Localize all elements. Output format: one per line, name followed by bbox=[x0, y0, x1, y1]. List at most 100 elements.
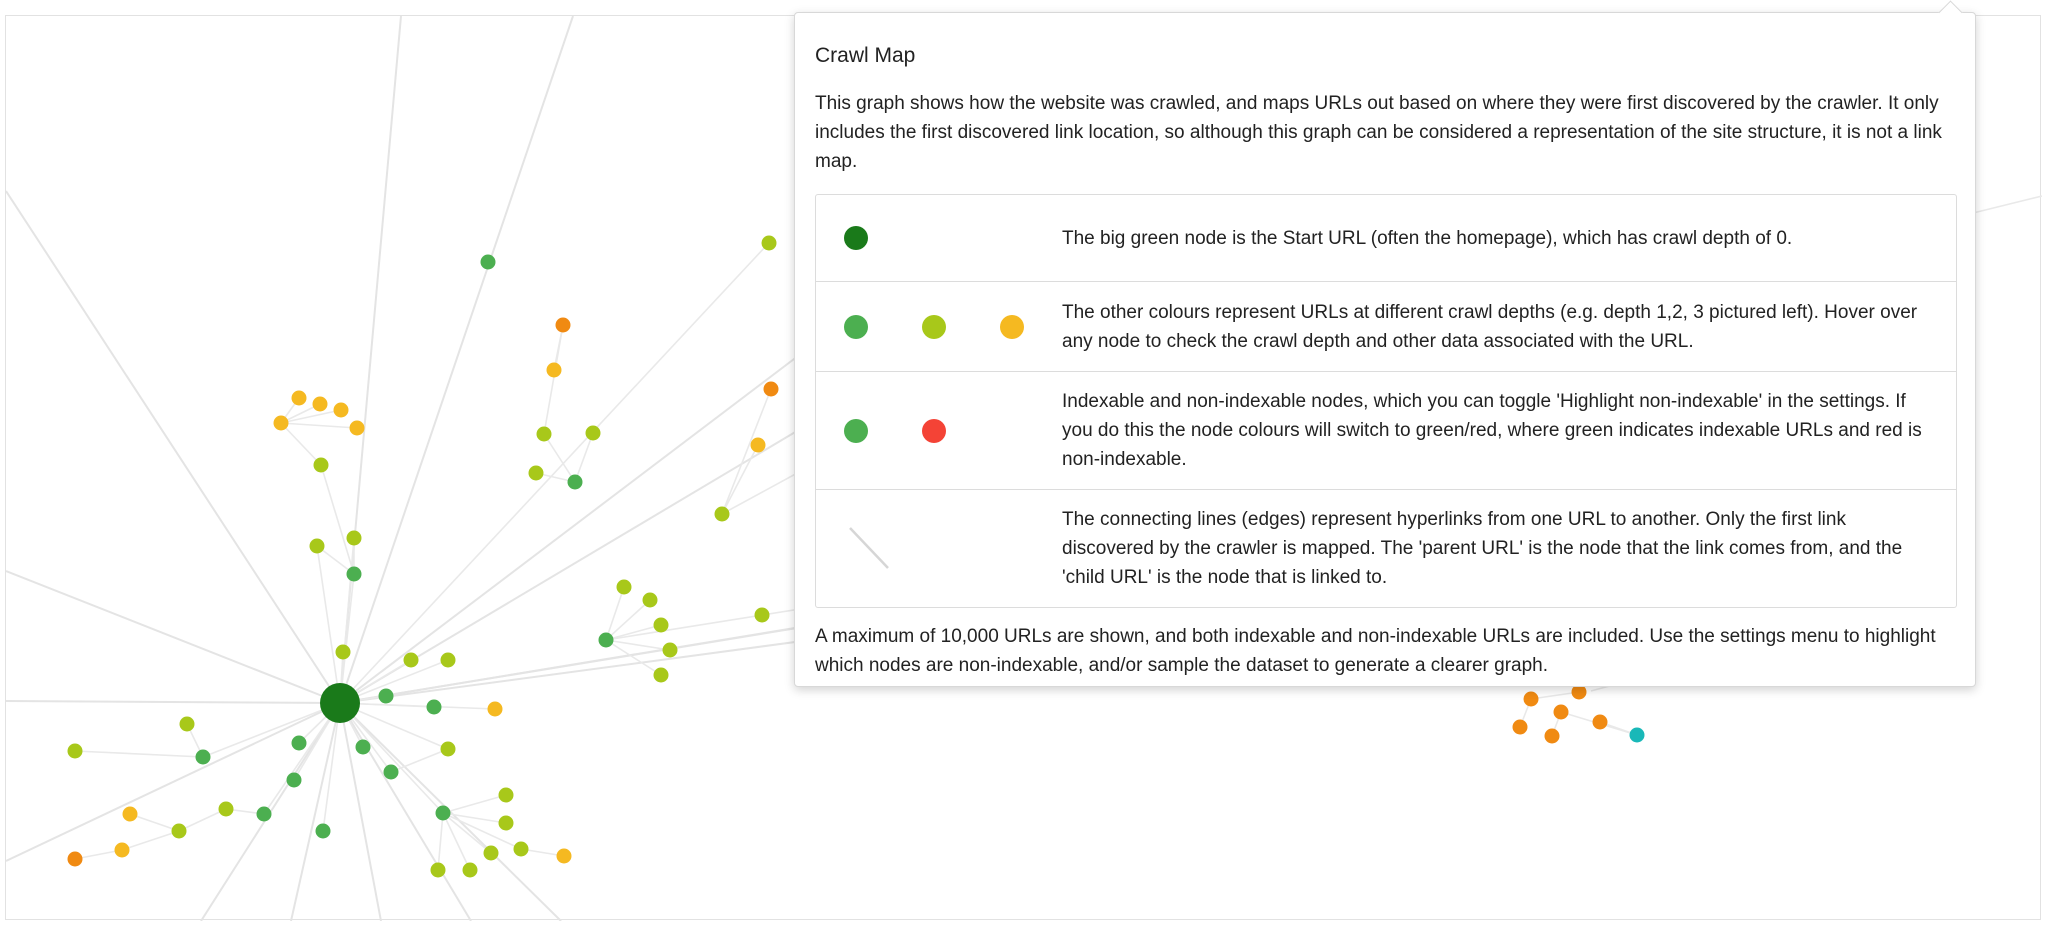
graph-svg[interactable] bbox=[6, 16, 2042, 921]
graph-edge bbox=[6, 570, 341, 704]
url-node[interactable] bbox=[761, 235, 777, 251]
url-node[interactable] bbox=[616, 579, 632, 595]
url-node[interactable] bbox=[383, 764, 399, 780]
depth-2-swatch-icon bbox=[922, 314, 946, 339]
graph-edge bbox=[339, 702, 444, 814]
graph-edge bbox=[6, 190, 341, 704]
graph-edge bbox=[1530, 691, 1580, 700]
start-url-node[interactable] bbox=[320, 683, 360, 723]
url-node[interactable] bbox=[179, 716, 195, 732]
url-node[interactable] bbox=[435, 805, 451, 821]
graph-edge bbox=[390, 748, 449, 773]
url-node[interactable] bbox=[403, 652, 419, 668]
url-node[interactable] bbox=[662, 642, 678, 658]
url-node[interactable] bbox=[642, 592, 658, 608]
url-node[interactable] bbox=[1544, 728, 1560, 744]
graph-edge bbox=[442, 794, 507, 814]
url-node[interactable] bbox=[754, 607, 770, 623]
url-node[interactable] bbox=[556, 848, 572, 864]
graph-edge bbox=[605, 639, 671, 651]
url-node[interactable] bbox=[462, 862, 478, 878]
url-node[interactable] bbox=[171, 823, 187, 839]
graph-nodes[interactable] bbox=[67, 235, 1645, 878]
url-node[interactable] bbox=[286, 772, 302, 788]
legend-text: The other colours represent URLs at diff… bbox=[1062, 301, 1918, 352]
url-node[interactable] bbox=[114, 842, 130, 858]
url-node[interactable] bbox=[315, 823, 331, 839]
url-node[interactable] bbox=[67, 851, 83, 867]
graph-edge bbox=[721, 470, 802, 515]
graph-edge bbox=[339, 245, 767, 704]
url-node[interactable] bbox=[1523, 691, 1539, 707]
url-node[interactable] bbox=[528, 465, 544, 481]
url-node[interactable] bbox=[291, 735, 307, 751]
url-node[interactable] bbox=[273, 415, 289, 431]
url-node[interactable] bbox=[1592, 714, 1608, 730]
url-node[interactable] bbox=[67, 743, 83, 759]
url-node[interactable] bbox=[555, 317, 571, 333]
graph-edge bbox=[6, 700, 341, 704]
url-node[interactable] bbox=[426, 699, 442, 715]
popover-title: Crawl Map bbox=[815, 44, 916, 67]
url-node[interactable] bbox=[440, 741, 456, 757]
url-node[interactable] bbox=[763, 381, 779, 397]
url-node[interactable] bbox=[714, 506, 730, 522]
legend-swatches bbox=[816, 226, 1062, 250]
legend-table: The big green node is the Start URL (oft… bbox=[815, 194, 1957, 608]
url-node[interactable] bbox=[483, 845, 499, 861]
url-node[interactable] bbox=[291, 390, 307, 406]
legend-swatches bbox=[816, 418, 1062, 443]
legend-swatches bbox=[816, 524, 1062, 574]
url-node[interactable] bbox=[1571, 684, 1587, 700]
url-node[interactable] bbox=[309, 538, 325, 554]
url-node[interactable] bbox=[750, 437, 766, 453]
url-node[interactable] bbox=[346, 530, 362, 546]
url-node[interactable] bbox=[355, 739, 371, 755]
url-node[interactable] bbox=[256, 806, 272, 822]
url-node[interactable] bbox=[480, 254, 496, 270]
url-node[interactable] bbox=[195, 749, 211, 765]
url-node[interactable] bbox=[440, 652, 456, 668]
graph-edge bbox=[322, 702, 341, 832]
graph-edge bbox=[280, 422, 358, 429]
graph-edge bbox=[6, 702, 341, 862]
url-node[interactable] bbox=[335, 644, 351, 660]
graph-edge bbox=[129, 813, 180, 832]
url-node[interactable] bbox=[1512, 719, 1528, 735]
url-node[interactable] bbox=[598, 632, 614, 648]
url-node[interactable] bbox=[349, 420, 365, 436]
popover-intro: This graph shows how the website was cra… bbox=[815, 93, 1942, 172]
url-node[interactable] bbox=[585, 425, 601, 441]
url-node[interactable] bbox=[498, 815, 514, 831]
url-node[interactable] bbox=[653, 617, 669, 633]
url-node[interactable] bbox=[653, 667, 669, 683]
url-node[interactable] bbox=[546, 362, 562, 378]
graph-edge bbox=[316, 545, 355, 575]
url-node[interactable] bbox=[312, 396, 328, 412]
url-node[interactable] bbox=[498, 787, 514, 803]
url-node[interactable] bbox=[1553, 704, 1569, 720]
url-node[interactable] bbox=[487, 701, 503, 717]
depth-3-swatch-icon bbox=[1000, 314, 1024, 339]
url-node[interactable] bbox=[513, 841, 529, 857]
url-node[interactable] bbox=[567, 474, 583, 490]
graph-edge bbox=[290, 702, 341, 921]
graph-edge bbox=[339, 702, 382, 921]
url-node[interactable] bbox=[1629, 727, 1645, 743]
graph-edge bbox=[721, 444, 759, 515]
url-node[interactable] bbox=[218, 801, 234, 817]
url-node[interactable] bbox=[430, 862, 446, 878]
start-node-swatch-icon bbox=[844, 226, 868, 250]
url-node[interactable] bbox=[333, 402, 349, 418]
graph-edge bbox=[339, 330, 832, 704]
url-node[interactable] bbox=[122, 806, 138, 822]
url-node[interactable] bbox=[313, 457, 329, 473]
url-node[interactable] bbox=[536, 426, 552, 442]
url-node[interactable] bbox=[346, 566, 362, 582]
graph-edge bbox=[339, 16, 574, 704]
url-node[interactable] bbox=[378, 688, 394, 704]
graph-edge bbox=[543, 433, 576, 483]
non-indexable-swatch-icon bbox=[922, 418, 946, 443]
legend-swatches bbox=[816, 314, 1062, 339]
graph-edge bbox=[442, 812, 522, 850]
